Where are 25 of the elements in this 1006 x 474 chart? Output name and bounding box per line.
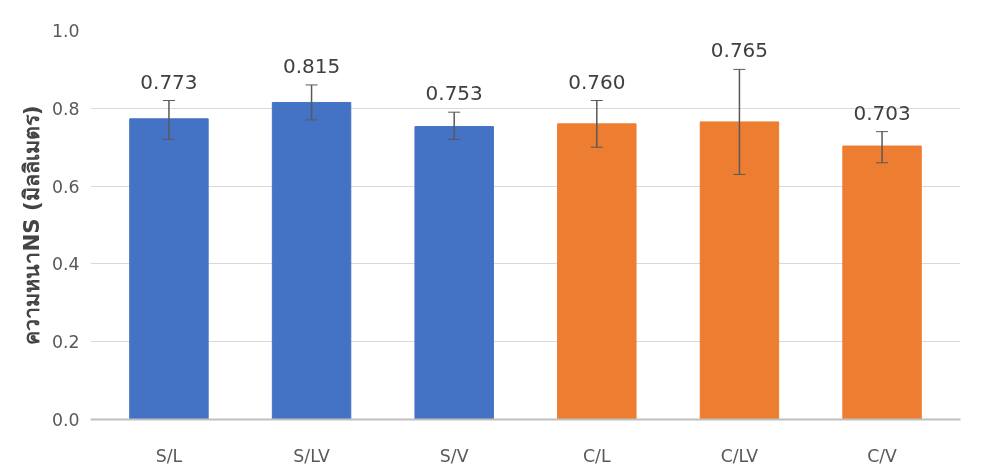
bar (271, 101, 352, 420)
bar (414, 126, 494, 420)
bar (842, 145, 922, 420)
bar (557, 123, 637, 420)
bar (129, 118, 209, 420)
data-label: 0.703 (853, 100, 911, 125)
data-label: 0.815 (282, 53, 341, 78)
y-tick-label: 0.8 (51, 98, 80, 119)
x-tick-label: S/L (155, 445, 183, 466)
data-label: 0.773 (140, 69, 198, 94)
bar (699, 121, 780, 420)
x-tick-label: C/LV (720, 445, 759, 466)
x-tick-label: S/LV (293, 445, 330, 466)
data-label: 0.753 (425, 81, 483, 106)
x-tick-label: S/V (439, 445, 469, 466)
y-axis-title: ความหนาNS (มิลลิเมตร) (18, 105, 44, 345)
x-tick-label: C/V (867, 445, 898, 466)
y-tick-label: 1.0 (51, 21, 80, 41)
y-tick-label: 0.4 (51, 254, 80, 275)
y-tick-label: 0.2 (51, 332, 80, 353)
y-tick-label: 0.6 (51, 176, 80, 197)
y-tick-label: 0.0 (51, 410, 80, 430)
x-tick-label: C/L (583, 445, 611, 466)
data-label: 0.760 (568, 69, 626, 94)
data-label: 0.765 (710, 38, 769, 63)
